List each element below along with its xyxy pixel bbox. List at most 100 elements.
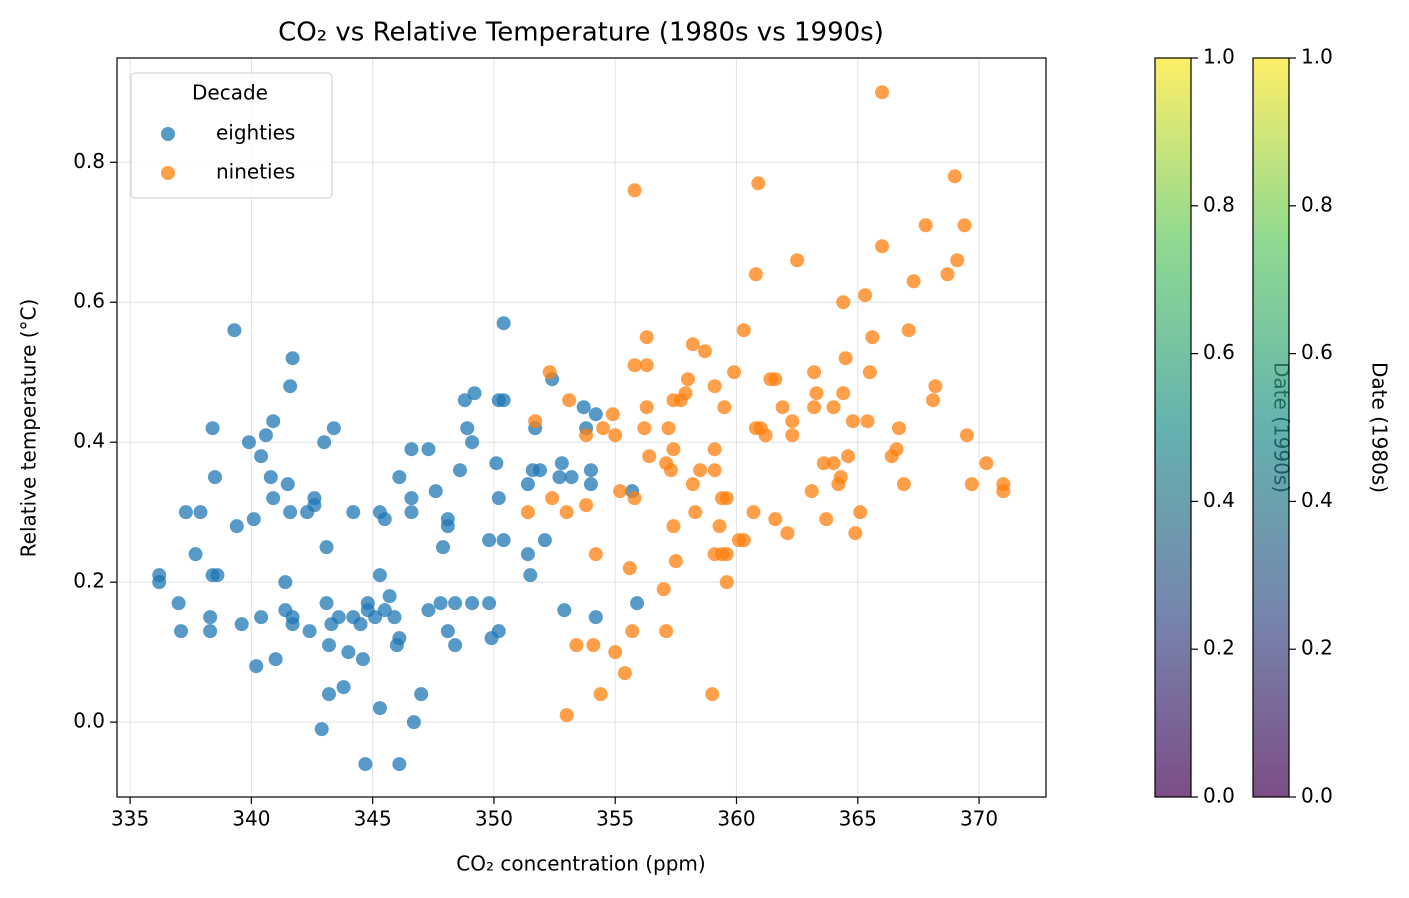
legend-label: nineties: [216, 160, 295, 184]
scatter-point: [790, 253, 805, 268]
scatter-point: [668, 554, 683, 569]
y-tick-label: 0.0: [73, 709, 105, 733]
colorbar-tick-label: 0.4: [1301, 488, 1333, 512]
colorbar-tick-label: 0.4: [1203, 488, 1235, 512]
scatter-point: [319, 596, 334, 611]
scatter-point: [639, 358, 654, 373]
scatter-point: [268, 652, 283, 667]
scatter-point: [625, 624, 640, 639]
y-tick-label: 0.8: [73, 149, 105, 173]
legend-label: eighties: [216, 121, 295, 145]
colorbar-tick-label: 0.6: [1301, 340, 1333, 364]
colorbar-tick-label: 1.0: [1203, 45, 1235, 69]
scatter-point: [557, 603, 572, 618]
scatter-point: [901, 323, 916, 338]
scatter-point: [928, 379, 943, 394]
scatter-point: [392, 470, 407, 485]
scatter-point: [588, 547, 603, 562]
scatter-point: [892, 421, 907, 436]
scatter-point: [605, 407, 620, 422]
scatter-point: [523, 568, 538, 583]
scatter-point: [266, 491, 281, 506]
scatter-point: [321, 687, 336, 702]
scatter-point: [278, 575, 293, 590]
scatter-point: [705, 687, 720, 702]
scatter-point: [559, 708, 574, 723]
scatter-point: [302, 624, 317, 639]
scatter-point: [188, 547, 203, 562]
scatter-point: [627, 183, 642, 198]
scatter-point: [807, 365, 822, 380]
scatter-point: [482, 596, 497, 611]
scatter-point: [533, 463, 548, 478]
scatter-point: [964, 477, 979, 492]
colorbar-tick-label: 0.2: [1203, 636, 1235, 660]
scatter-point: [959, 428, 974, 443]
scatter-point: [697, 344, 712, 359]
colorbar-tick-label: 0.0: [1301, 784, 1333, 808]
legend-title: Decade: [192, 81, 268, 105]
scatter-point: [392, 757, 407, 772]
scatter-point: [613, 484, 628, 499]
scatter-point: [688, 505, 703, 520]
scatter-point: [317, 435, 332, 450]
scatter-point: [178, 505, 193, 520]
x-tick-label: 340: [232, 807, 270, 831]
colorbar-tick-label: 0.0: [1203, 784, 1235, 808]
scatter-point: [896, 477, 911, 492]
scatter-point: [545, 491, 560, 506]
scatter-point: [785, 428, 800, 443]
colorbar-label: Date (1980s): [1368, 362, 1392, 493]
scatter-point: [307, 498, 322, 513]
scatter-point: [860, 414, 875, 429]
scatter-point: [331, 610, 346, 625]
scatter-point: [346, 505, 361, 520]
scatter-point: [467, 386, 482, 401]
x-tick-label: 370: [960, 807, 998, 831]
scatter-point: [639, 330, 654, 345]
scatter-point: [608, 428, 623, 443]
scatter-point: [593, 687, 608, 702]
scatter-point: [496, 316, 511, 331]
scatter-point: [804, 484, 819, 499]
scatter-point: [666, 442, 681, 457]
scatter-point: [639, 400, 654, 415]
scatter-point: [280, 477, 295, 492]
scatter-point: [440, 519, 455, 534]
scatter-point: [404, 505, 419, 520]
scatter-point: [627, 491, 642, 506]
x-tick-label: 350: [475, 807, 513, 831]
scatter-point: [414, 687, 429, 702]
scatter-point: [586, 638, 601, 653]
scatter-point: [448, 596, 463, 611]
scatter-point: [608, 645, 623, 660]
scatter-point: [875, 239, 890, 254]
scatter-point: [853, 505, 868, 520]
scatter-point: [404, 491, 419, 506]
scatter-point: [848, 526, 863, 541]
scatter-point: [707, 463, 722, 478]
scatter-point: [996, 484, 1011, 499]
scatter-point: [751, 176, 766, 191]
scatter-point: [319, 540, 334, 555]
scatter-point: [564, 470, 579, 485]
scatter-point: [833, 470, 848, 485]
scatter-point: [666, 519, 681, 534]
scatter-point: [736, 323, 751, 338]
scatter-point: [254, 610, 269, 625]
scatter-point: [491, 624, 506, 639]
scatter-point: [841, 449, 856, 464]
scatter-point: [258, 428, 273, 443]
scatter-point: [746, 505, 761, 520]
scatter-point: [205, 421, 220, 436]
scatter-point: [768, 372, 783, 387]
scatter-point: [865, 330, 880, 345]
scatter-point: [836, 295, 851, 310]
legend-box: [130, 72, 333, 199]
y-tick-label: 0.4: [73, 429, 105, 453]
colorbar-tick-label: 0.8: [1301, 192, 1333, 216]
scatter-point: [448, 638, 463, 653]
scatter-point: [780, 526, 795, 541]
